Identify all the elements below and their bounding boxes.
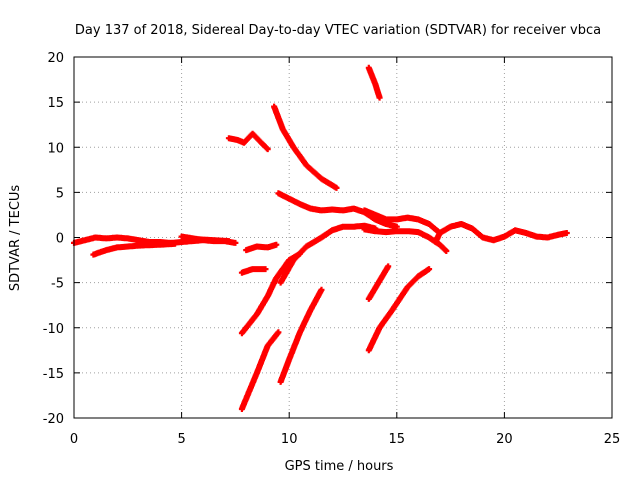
data-series-track-4: [225, 130, 271, 153]
marker-track: [238, 250, 303, 337]
x-tick-label: 25: [604, 432, 621, 447]
marker-track: [365, 263, 392, 302]
x-tick-label: 5: [177, 432, 185, 447]
data-series-track-13: [361, 207, 443, 236]
plot-frame: [73, 56, 613, 419]
grid-lines: [74, 57, 612, 418]
y-tick-label: 5: [56, 186, 64, 201]
marker-track: [365, 64, 383, 101]
x-tick-label: 20: [496, 432, 513, 447]
data-series-track-17: [361, 226, 450, 254]
y-tick-label: -20: [43, 412, 64, 427]
data-series-track-18: [432, 221, 570, 245]
y-tick-label: -10: [43, 322, 64, 337]
axis-ticks: 0 5 10 15 20 25 -20 -15 -10 -5 0 5 10 15 20: [43, 51, 621, 447]
y-tick-label: 10: [47, 141, 64, 156]
data-series-track-14: [365, 64, 383, 101]
marker-track: [277, 222, 379, 286]
data-series-track-2: [90, 240, 179, 258]
x-axis-label: GPS time / hours: [285, 459, 394, 474]
x-tick-label: 0: [70, 432, 78, 447]
data-series-track-7: [238, 250, 303, 337]
y-tick-label: 20: [47, 51, 64, 66]
marker-track: [238, 266, 269, 276]
marker-track: [361, 207, 443, 236]
marker-track: [271, 103, 340, 191]
marker-track: [225, 130, 271, 153]
marker-track: [365, 266, 433, 354]
y-tick-label: 15: [47, 96, 64, 111]
data-series-track-3: [178, 233, 232, 245]
data-series-track-9: [277, 286, 325, 385]
marker-track: [275, 190, 400, 230]
marker-track: [361, 226, 450, 254]
data-series-track-11: [271, 103, 340, 191]
marker-track: [90, 240, 179, 258]
data-series-track-10: [277, 222, 379, 286]
y-tick-label: 0: [56, 232, 64, 247]
data-series-track-15: [365, 263, 392, 302]
marker-track: [238, 329, 282, 412]
marker-track: [432, 221, 570, 245]
data-series-track-5: [243, 241, 280, 254]
data-series-track-12: [275, 190, 400, 230]
marker-track: [178, 233, 232, 245]
data-series-track-6: [238, 266, 269, 276]
y-tick-label: -15: [43, 367, 64, 382]
y-tick-label: -5: [51, 277, 64, 292]
chart-title: Day 137 of 2018, Sidereal Day-to-day VTE…: [75, 23, 601, 38]
x-tick-label: 10: [281, 432, 298, 447]
data-series: [71, 64, 570, 412]
marker-track: [243, 241, 280, 254]
data-series-track-8: [238, 329, 282, 412]
marker-track: [277, 286, 325, 385]
y-axis-label: SDTVAR / TECUs: [8, 185, 23, 292]
x-tick-label: 15: [389, 432, 406, 447]
data-series-track-16: [365, 266, 433, 354]
